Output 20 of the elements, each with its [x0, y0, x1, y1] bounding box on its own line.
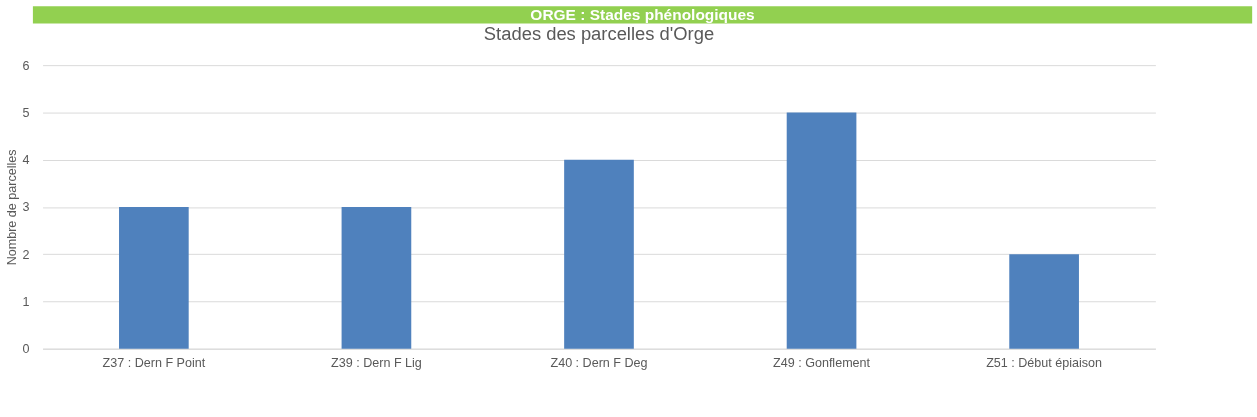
y-tick-label: 4 — [22, 153, 30, 168]
bar — [1009, 254, 1079, 349]
y-tick-label: 2 — [22, 247, 30, 262]
y-tick-label: 5 — [22, 105, 30, 120]
text: ORGE : Stades phénologiques — [530, 5, 755, 23]
y-axis-title: Nombre de parcelles — [4, 149, 19, 266]
x-tick-label: Z37 : Dern F Point — [102, 355, 206, 370]
y-tick-label: 0 — [22, 342, 30, 357]
x-tick-label: Z51 : Début épiaison — [986, 355, 1103, 370]
bar — [341, 206, 412, 349]
y-tick-label: 1 — [22, 294, 30, 309]
bar — [786, 112, 857, 349]
x-tick-label: Z40 : Dern F Deg — [550, 355, 648, 370]
x-tick-label: Z49 : Gonflement — [773, 355, 871, 370]
chart-title: Stades des parcelles d'Orge — [483, 23, 715, 45]
y-tick-label: 3 — [22, 200, 30, 215]
x-tick-label: Z39 : Dern F Lig — [331, 355, 422, 370]
y-tick-label: 6 — [22, 58, 30, 73]
bar — [564, 159, 634, 349]
bar — [119, 206, 189, 349]
